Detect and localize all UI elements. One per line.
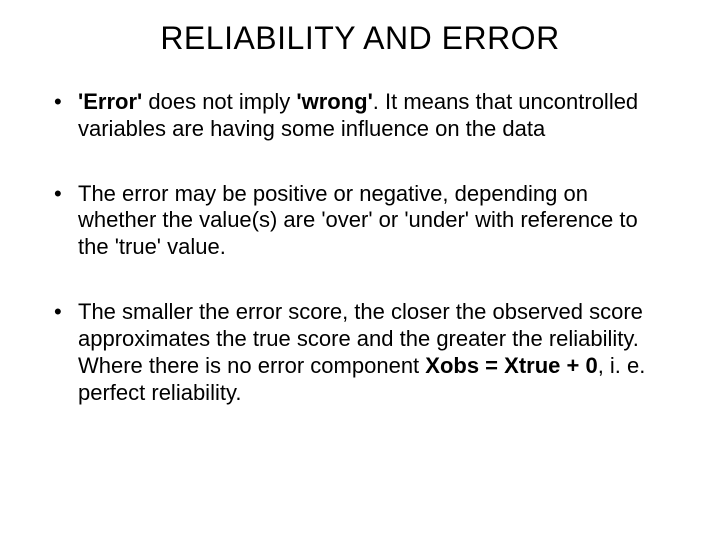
bullet-list: 'Error' does not imply 'wrong'. It means… xyxy=(50,89,670,406)
text-run: 'wrong' xyxy=(296,89,372,114)
bullet-item: The smaller the error score, the closer … xyxy=(50,299,670,406)
text-run: does not imply xyxy=(148,89,296,114)
bullet-item: 'Error' does not imply 'wrong'. It means… xyxy=(50,89,670,143)
text-run: 'Error' xyxy=(78,89,148,114)
text-run: Xobs = Xtrue + 0 xyxy=(425,353,597,378)
text-run: The error may be positive or negative, d… xyxy=(78,181,638,260)
bullet-item: The error may be positive or negative, d… xyxy=(50,181,670,261)
slide-title: RELIABILITY AND ERROR xyxy=(50,20,670,57)
